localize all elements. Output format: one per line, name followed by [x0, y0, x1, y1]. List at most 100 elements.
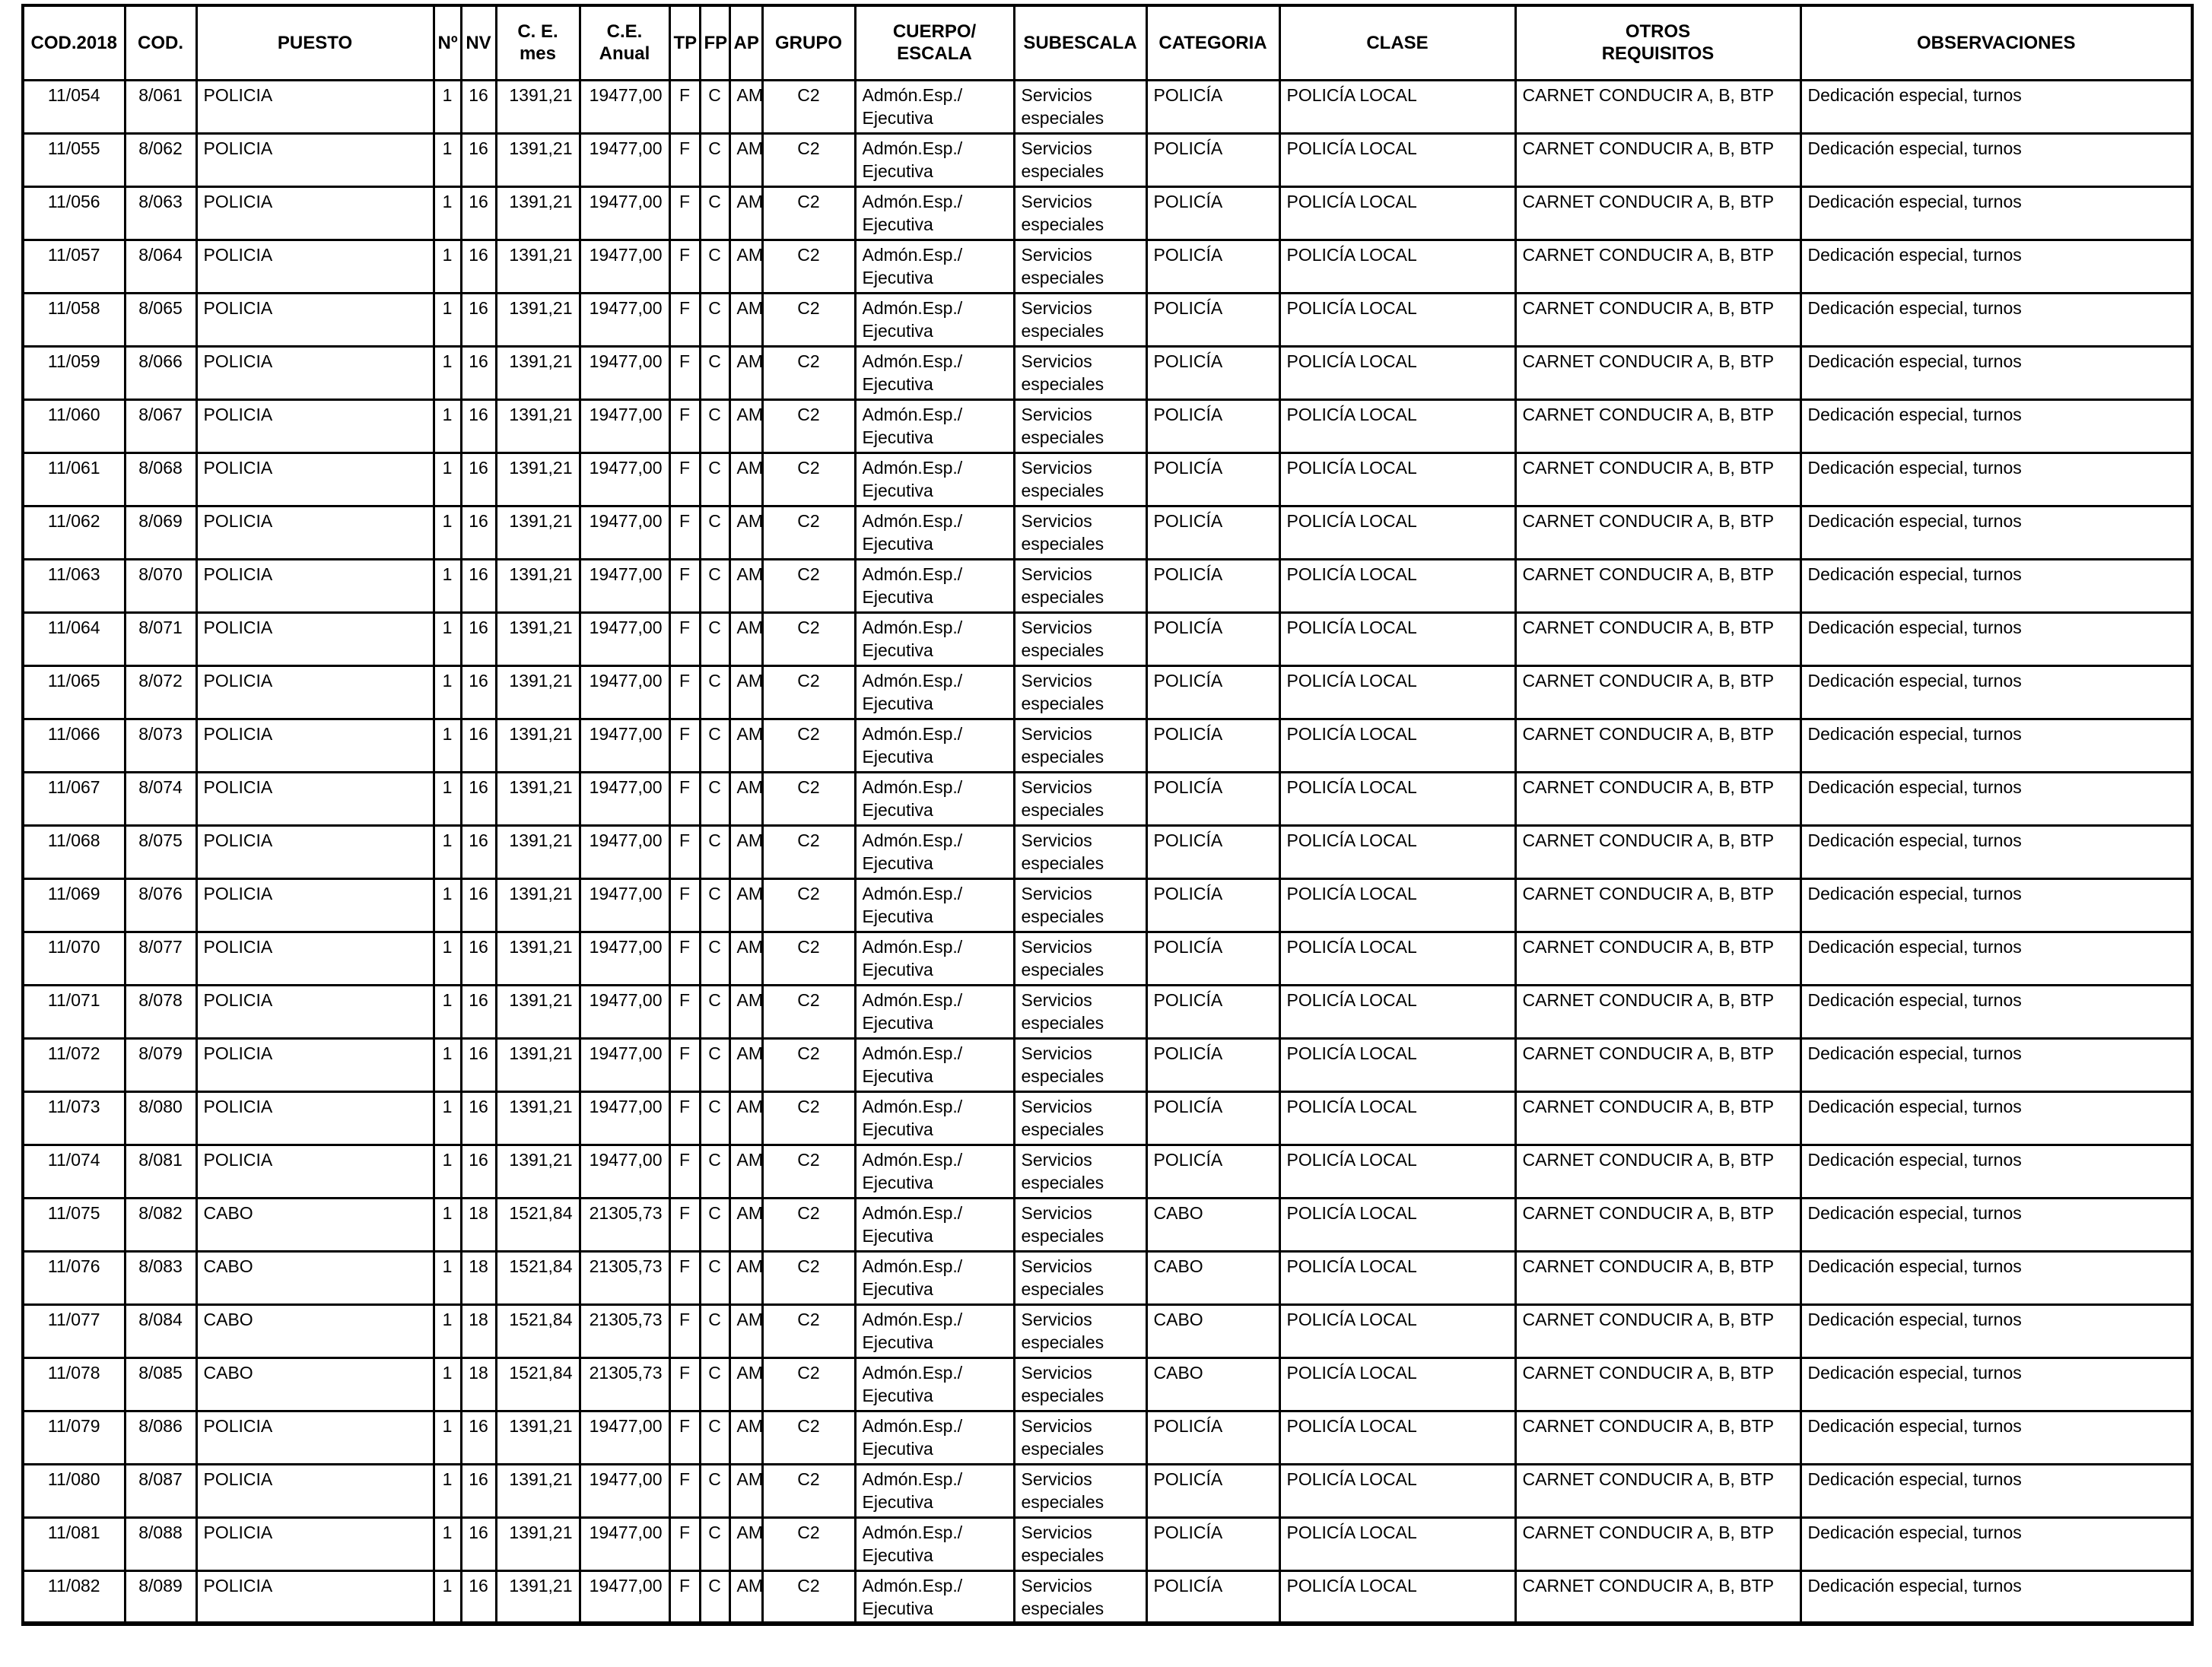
cell-num: 1: [432, 291, 462, 348]
cell-ce_anual: 19477,00: [578, 398, 671, 454]
cell-tp: F: [668, 1090, 701, 1146]
cell-cod2018: 11/062: [21, 504, 126, 560]
cell-grupo: C2: [761, 824, 857, 880]
cell-categoria: POLICÍA: [1145, 770, 1281, 827]
cell-ce_anual: 19477,00: [578, 1409, 671, 1465]
cell-fp: C: [698, 185, 731, 241]
cell-otros_requisitos: CARNET CONDUCIR A, B, BTP: [1514, 1569, 1802, 1625]
cell-ce_mes: 1391,21: [494, 1143, 581, 1199]
cell-puesto: CABO: [195, 1303, 435, 1359]
table-body: 11/054 8/061 POLICIA 1 16 1391,21 19477,00 F C AM…: [21, 78, 2194, 1625]
cell-grupo: C2: [761, 504, 857, 560]
cell-ap: AM: [728, 1462, 764, 1519]
cell-observaciones: Dedicación especial, turnos: [1799, 78, 2194, 135]
table-row: 11/063 8/070 POLICIA 1 16 1391,21 19477,00 F C AM…: [21, 557, 2194, 614]
cell-puesto: POLICIA: [195, 132, 435, 188]
cell-nv: 18: [459, 1249, 497, 1306]
cell-cod: 8/068: [123, 451, 198, 507]
column-header-puesto: PUESTO: [195, 4, 435, 81]
cell-cod: 8/067: [123, 398, 198, 454]
cell-tp: F: [668, 611, 701, 667]
cell-nv: 16: [459, 930, 497, 986]
cell-ap: AM: [728, 451, 764, 507]
cell-fp: C: [698, 1516, 731, 1572]
cell-tp: F: [668, 398, 701, 454]
cell-subescala: Servicios especiales: [1012, 398, 1148, 454]
cell-otros_requisitos: CARNET CONDUCIR A, B, BTP: [1514, 1249, 1802, 1306]
cell-otros_requisitos: CARNET CONDUCIR A, B, BTP: [1514, 504, 1802, 560]
cell-nv: 16: [459, 1516, 497, 1572]
column-header-fp: FP: [698, 4, 731, 81]
cell-grupo: C2: [761, 611, 857, 667]
cell-cod: 8/070: [123, 557, 198, 614]
cell-clase: POLICÍA LOCAL: [1278, 824, 1517, 880]
cell-observaciones: Dedicación especial, turnos: [1799, 185, 2194, 241]
cell-tp: F: [668, 664, 701, 720]
table-row: 11/069 8/076 POLICIA 1 16 1391,21 19477,00 F C AM…: [21, 877, 2194, 933]
cell-cuerpo_escala: Admón.Esp./ Ejecutiva: [853, 1249, 1015, 1306]
cell-categoria: POLICÍA: [1145, 504, 1281, 560]
cell-grupo: C2: [761, 1196, 857, 1253]
cell-nv: 16: [459, 557, 497, 614]
cell-num: 1: [432, 185, 462, 241]
cell-observaciones: Dedicación especial, turnos: [1799, 238, 2194, 294]
cell-subescala: Servicios especiales: [1012, 132, 1148, 188]
cell-categoria: POLICÍA: [1145, 1462, 1281, 1519]
cell-nv: 16: [459, 504, 497, 560]
table-row: 11/081 8/088 POLICIA 1 16 1391,21 19477,00 F C AM…: [21, 1516, 2194, 1572]
cell-fp: C: [698, 1409, 731, 1465]
cell-ce_mes: 1391,21: [494, 1462, 581, 1519]
cell-subescala: Servicios especiales: [1012, 185, 1148, 241]
cell-otros_requisitos: CARNET CONDUCIR A, B, BTP: [1514, 1303, 1802, 1359]
cell-observaciones: Dedicación especial, turnos: [1799, 717, 2194, 773]
cell-categoria: POLICÍA: [1145, 1037, 1281, 1093]
cell-fp: C: [698, 78, 731, 135]
cell-grupo: C2: [761, 930, 857, 986]
cell-cuerpo_escala: Admón.Esp./ Ejecutiva: [853, 770, 1015, 827]
cell-ce_anual: 21305,73: [578, 1303, 671, 1359]
cell-categoria: POLICÍA: [1145, 1409, 1281, 1465]
column-header-tp: TP: [668, 4, 701, 81]
cell-num: 1: [432, 824, 462, 880]
table-row: 11/074 8/081 POLICIA 1 16 1391,21 19477,00 F C AM…: [21, 1143, 2194, 1199]
cell-grupo: C2: [761, 770, 857, 827]
cell-cod: 8/082: [123, 1196, 198, 1253]
cell-cuerpo_escala: Admón.Esp./ Ejecutiva: [853, 1356, 1015, 1412]
cell-num: 1: [432, 1090, 462, 1146]
cell-clase: POLICÍA LOCAL: [1278, 345, 1517, 401]
cell-ap: AM: [728, 1303, 764, 1359]
cell-ce_mes: 1391,21: [494, 345, 581, 401]
cell-otros_requisitos: CARNET CONDUCIR A, B, BTP: [1514, 770, 1802, 827]
column-header-cod: COD.: [123, 4, 198, 81]
cell-clase: POLICÍA LOCAL: [1278, 1516, 1517, 1572]
cell-subescala: Servicios especiales: [1012, 983, 1148, 1040]
cell-clase: POLICÍA LOCAL: [1278, 238, 1517, 294]
cell-nv: 18: [459, 1303, 497, 1359]
cell-ce_mes: 1391,21: [494, 504, 581, 560]
column-header-otros_requisitos: OTROS REQUISITOS: [1514, 4, 1802, 81]
cell-ap: AM: [728, 930, 764, 986]
cell-nv: 16: [459, 717, 497, 773]
cell-fp: C: [698, 717, 731, 773]
cell-categoria: CABO: [1145, 1249, 1281, 1306]
cell-cod2018: 11/058: [21, 291, 126, 348]
cell-cod: 8/083: [123, 1249, 198, 1306]
cell-clase: POLICÍA LOCAL: [1278, 504, 1517, 560]
cell-subescala: Servicios especiales: [1012, 1143, 1148, 1199]
cell-ce_anual: 19477,00: [578, 611, 671, 667]
cell-otros_requisitos: CARNET CONDUCIR A, B, BTP: [1514, 1037, 1802, 1093]
cell-grupo: C2: [761, 1303, 857, 1359]
cell-grupo: C2: [761, 1143, 857, 1199]
column-header-nv: NV: [459, 4, 497, 81]
table-row: 11/080 8/087 POLICIA 1 16 1391,21 19477,00 F C AM…: [21, 1462, 2194, 1519]
cell-cod: 8/076: [123, 877, 198, 933]
cell-fp: C: [698, 451, 731, 507]
cell-tp: F: [668, 930, 701, 986]
cell-tp: F: [668, 185, 701, 241]
cell-cuerpo_escala: Admón.Esp./ Ejecutiva: [853, 557, 1015, 614]
cell-ce_mes: 1391,21: [494, 1516, 581, 1572]
cell-nv: 16: [459, 1143, 497, 1199]
cell-num: 1: [432, 451, 462, 507]
table-row: 11/072 8/079 POLICIA 1 16 1391,21 19477,00 F C AM…: [21, 1037, 2194, 1093]
cell-otros_requisitos: CARNET CONDUCIR A, B, BTP: [1514, 291, 1802, 348]
